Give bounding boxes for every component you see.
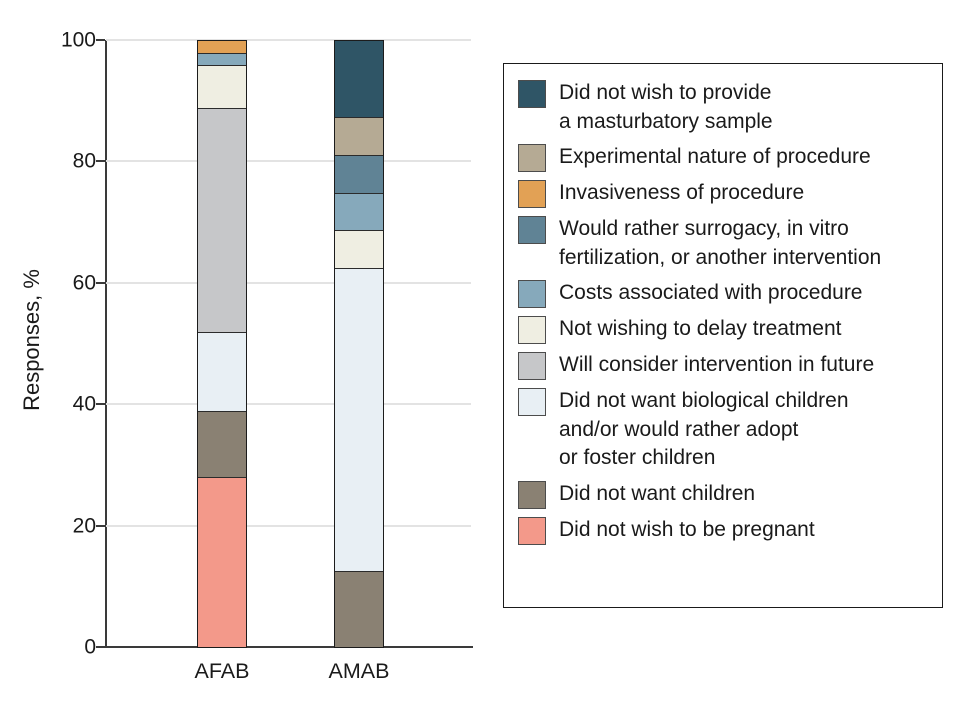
y-axis-line [105, 40, 107, 648]
x-axis-line [104, 646, 473, 648]
y-tick-label: 60 [72, 271, 96, 295]
gridline [106, 281, 471, 284]
legend-label: Costs associated with procedure [559, 281, 863, 304]
bar-segment [335, 230, 383, 269]
x-category-label-AFAB: AFAB [194, 659, 250, 683]
legend-swatch [518, 280, 546, 308]
y-tick-mark [96, 646, 105, 648]
y-tick-mark [96, 524, 105, 527]
legend-swatch [518, 80, 546, 108]
legend-item: Did not wish to be pregnant [518, 516, 928, 545]
bar-segment [335, 41, 383, 117]
legend-item: Will consider intervention in future [518, 351, 928, 380]
legend-label: Would rather surrogacy, in vitro fertili… [559, 217, 882, 269]
bar-segment [198, 65, 246, 108]
bar-segment [335, 116, 383, 155]
legend-label: Invasiveness of procedure [559, 181, 805, 204]
legend-label: Did not wish to be pregnant [559, 517, 815, 541]
legend-box: Did not wish to provide a masturbatory s… [503, 63, 943, 608]
legend-swatch [518, 388, 546, 416]
y-tick-label: 0 [84, 635, 96, 659]
y-tick-label: 100 [60, 28, 96, 52]
legend-swatch [518, 516, 546, 545]
legend-label: Did not want children [559, 481, 756, 505]
bar-segment [198, 107, 246, 332]
y-tick-mark [96, 39, 105, 41]
legend-item: Would rather surrogacy, in vitro fertili… [518, 215, 928, 272]
gridline [106, 403, 471, 406]
legend-label: Not wishing to delay treatment [559, 317, 842, 340]
legend-label: Experimental nature of procedure [559, 145, 871, 168]
legend-label: Will consider intervention in future [559, 353, 875, 376]
legend-swatch [518, 316, 546, 344]
legend-swatch [518, 352, 546, 380]
legend-item: Not wishing to delay treatment [518, 315, 928, 344]
bar-segment [198, 53, 246, 66]
legend-swatch [518, 216, 546, 244]
bar-AMAB [334, 40, 384, 648]
legend-swatch [518, 180, 546, 208]
legend-item: Experimental nature of procedure [518, 143, 928, 172]
legend-label: Did not wish to provide a masturbatory s… [559, 81, 773, 133]
y-tick-label: 40 [72, 392, 96, 416]
legend-swatch [518, 480, 546, 509]
y-tick-mark [96, 281, 105, 284]
legend-swatch [518, 144, 546, 172]
bar-AFAB [197, 40, 247, 648]
bar-segment [335, 192, 383, 231]
gridline [106, 39, 471, 41]
bar-segment [198, 477, 246, 647]
gridline [106, 160, 471, 163]
bar-segment [198, 331, 246, 411]
bar-segment [335, 268, 383, 572]
bar-segment [335, 571, 383, 647]
y-tick-label: 20 [72, 514, 96, 538]
legend-item: Did not want children [518, 480, 928, 509]
gridline [106, 524, 471, 527]
legend-label: Did not want biological children and/or … [559, 389, 849, 469]
y-tick-mark [96, 160, 105, 163]
legend-item: Invasiveness of procedure [518, 179, 928, 208]
legend-item: Costs associated with procedure [518, 279, 928, 308]
legend-item: Did not wish to provide a masturbatory s… [518, 79, 928, 136]
bar-segment [335, 154, 383, 193]
x-category-label-AMAB: AMAB [328, 659, 390, 683]
bar-segment [198, 410, 246, 478]
bar-segment [198, 41, 246, 54]
y-tick-mark [96, 403, 105, 406]
legend-item: Did not want biological children and/or … [518, 387, 928, 473]
y-tick-label: 80 [72, 149, 96, 173]
